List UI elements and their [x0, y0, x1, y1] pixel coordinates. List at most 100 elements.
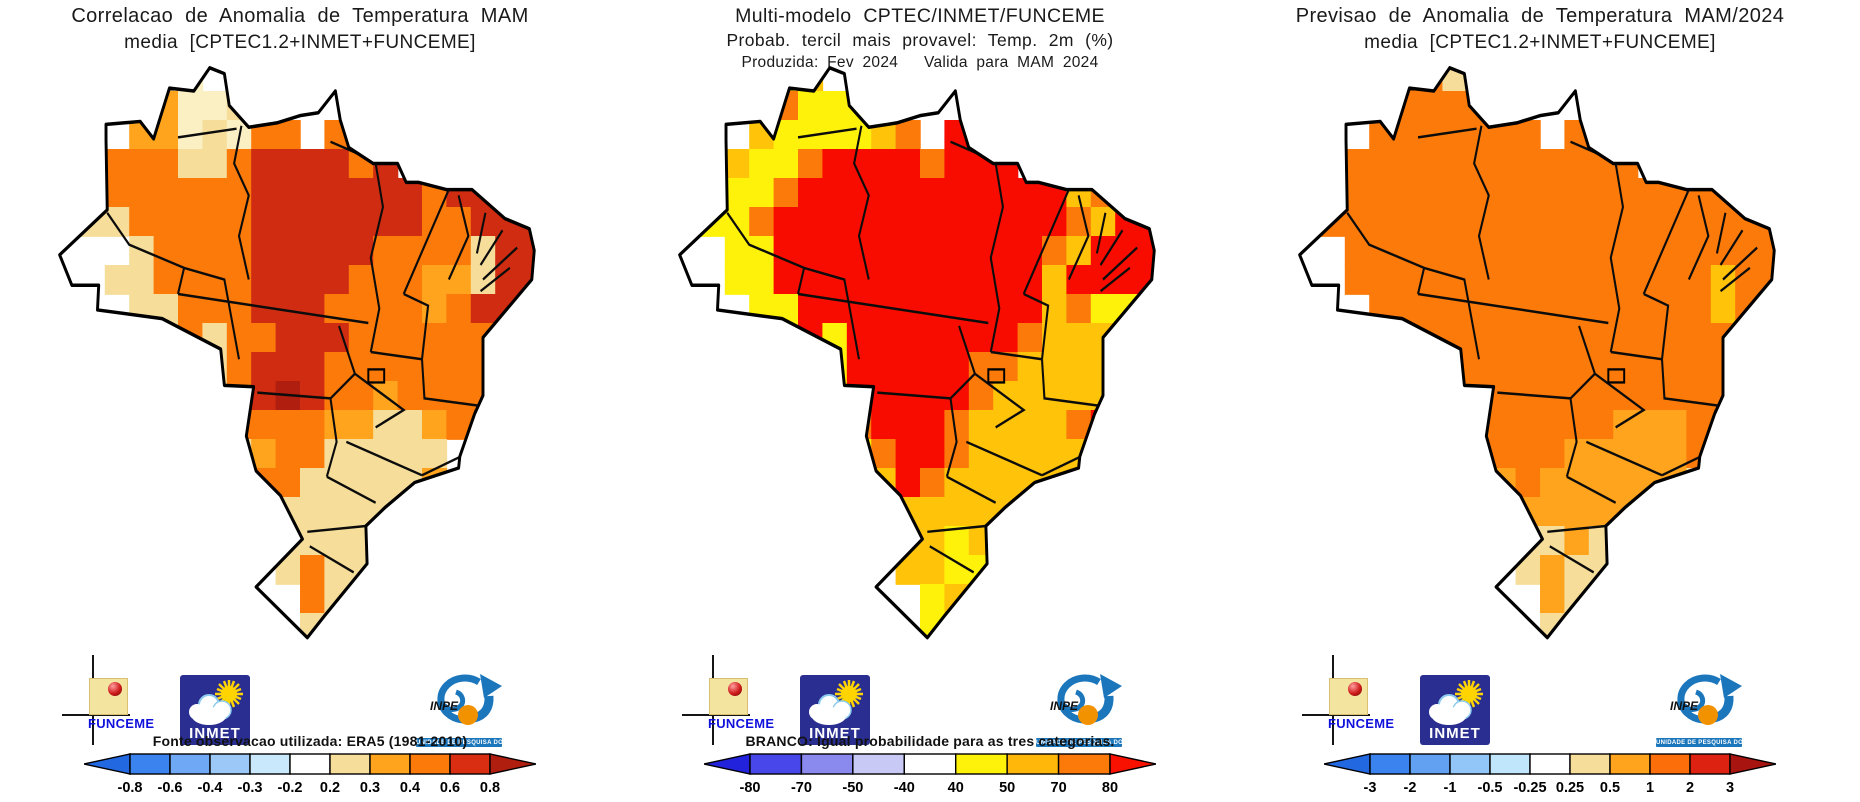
funceme-crosshair-horizontal: [62, 714, 130, 716]
colorbar-tick-label: 50: [999, 780, 1015, 796]
title-line-2: Probab. tercil mais provavel: Temp. 2m (…: [726, 30, 1114, 50]
colorbar-tick-label: -50: [842, 780, 863, 796]
colorbar-cell: [1449, 753, 1491, 775]
funceme-pin-icon: [728, 682, 742, 696]
inpe-arrowhead-icon: [1720, 674, 1742, 698]
brazil-outline: [678, 66, 1156, 640]
funceme-label: FUNCEME: [88, 716, 155, 731]
title-line-1: Multi-modelo CPTEC/INMET/FUNCEME: [735, 5, 1105, 27]
colorbar-tick-label: -0.8: [118, 780, 143, 796]
funceme-label: FUNCEME: [708, 716, 775, 731]
correlation-title: Correlacao de Anomalia de Temperatura MA…: [0, 5, 600, 54]
forecast-title: Previsao de Anomalia de Temperatura MAM/…: [1240, 5, 1840, 54]
map-grid: [679, 67, 1155, 638]
colorbar-cell: [129, 753, 171, 775]
colorbar-arrow-left: [1324, 753, 1371, 775]
colorbar-forecast: -3 -2 -1 -0.5 -0.25 0.25 0.5 1 2 3: [1324, 753, 1776, 796]
inmet-label: INMET: [1429, 725, 1481, 742]
colorbar-tick-label: -0.25: [1513, 780, 1546, 796]
title-line-1: Previsao de Anomalia de Temperatura MAM/…: [1295, 5, 1785, 27]
funceme-pin-icon: [108, 682, 122, 696]
colorbar-arrow-left: [704, 753, 751, 775]
inpe-label: INPE: [430, 699, 459, 713]
white-equal-probability-note: BRANCO: Igual probabilidade para as tres…: [745, 733, 1115, 749]
inpe-label: INPE: [1670, 699, 1699, 713]
colorbar-tick-label: 80: [1102, 780, 1118, 796]
cloud-icon: [189, 694, 232, 725]
colorbar-tick-label: 70: [1051, 780, 1067, 796]
colorbar-tick-label: -1: [1444, 780, 1457, 796]
colorbar-correlation: -0.8 -0.6 -0.4 -0.3 -0.2 0.2 0.3 0.4 0.6 0.8: [84, 753, 536, 796]
colorbar-tick-label: -0.6: [158, 780, 183, 796]
logos-row: FUNCEME INMET: [620, 648, 1240, 758]
colorbar-cell: [409, 753, 451, 775]
funceme-logo: FUNCEME: [1302, 655, 1398, 751]
state-borders: [1346, 125, 1758, 574]
map-grid: [59, 67, 535, 638]
colorbar-tick-label: -2: [1404, 780, 1417, 796]
inpe-arrowhead-icon: [1100, 674, 1122, 698]
logos-row: FUNCEME INMET: [1240, 648, 1860, 758]
observation-source-note: Fonte observacao utilizada: ERA5 (1981-2…: [152, 733, 468, 749]
inpe-orange-dot: [1698, 705, 1718, 725]
colorbar-arrow-right: [1729, 753, 1776, 775]
inmet-label: INMET: [809, 725, 861, 742]
colorbar-tick-label: -40: [894, 780, 915, 796]
colorbar-tick-label: 2: [1686, 780, 1694, 796]
colorbar-tick-label: -70: [791, 780, 812, 796]
colorbar-tick-label: 0.6: [440, 780, 460, 796]
colorbar-tick-label: -80: [740, 780, 761, 796]
colorbar-tick-label: 40: [948, 780, 964, 796]
colorbar-arrow-right: [1109, 753, 1156, 775]
colorbar-tick-label: -0.2: [278, 780, 303, 796]
inpe-orange-dot: [1078, 705, 1098, 725]
inpe-logo: INPE UNIDADE DE PESQUISA DO MCTI: [1656, 670, 1742, 747]
brazil-outline: [1298, 66, 1776, 640]
funceme-logo: FUNCEME: [62, 655, 158, 751]
colorbar-cell: [800, 753, 854, 775]
inpe-inner-hook: [1061, 689, 1086, 712]
inpe-logo: INPE UNIDADE DE PESQUISA DO MCTI: [1036, 670, 1122, 747]
funceme-label: FUNCEME: [1328, 716, 1395, 731]
colorbar-tick-label: 0.25: [1556, 780, 1584, 796]
funceme-map-square: [709, 678, 748, 715]
colorbar-cell: [1489, 753, 1531, 775]
inpe-logo: INPE UNIDADE DE PESQUISA DO MCTI: [416, 670, 502, 747]
inmet-label: INMET: [189, 725, 241, 742]
colorbar-tick-label: 0.4: [400, 780, 420, 796]
title-line-2: media [CPTEC1.2+INMET+FUNCEME]: [124, 32, 476, 53]
colorbar-arrow-right: [489, 753, 536, 775]
title-line-1: Correlacao de Anomalia de Temperatura MA…: [71, 5, 529, 27]
inpe-arrowhead-icon: [480, 674, 502, 698]
colorbar-cell: [369, 753, 411, 775]
colorbar-cell: [209, 753, 251, 775]
colorbar-cell: [1529, 753, 1571, 775]
inpe-banner: UNIDADE DE PESQUISA DO MCTI: [1036, 738, 1122, 747]
colorbar-cell: [329, 753, 371, 775]
title-line-2: media [CPTEC1.2+INMET+FUNCEME]: [1364, 32, 1716, 53]
colorbar-cell: [903, 753, 957, 775]
brazil-map-correlation: [58, 66, 536, 640]
colorbar-tick-label: 0.8: [480, 780, 500, 796]
df-square: [367, 368, 386, 384]
colorbar-tick-label: -3: [1364, 780, 1377, 796]
colorbar-cell: [249, 753, 291, 775]
funceme-crosshair-horizontal: [682, 714, 750, 716]
brazil-map-probability: [678, 66, 1156, 640]
colorbar-cell: [955, 753, 1008, 775]
colorbar-cell: [169, 753, 211, 775]
df-square: [987, 368, 1006, 384]
colorbar-cell: [449, 753, 491, 775]
inpe-inner-hook: [441, 689, 466, 712]
state-borders: [106, 125, 518, 574]
colorbar-cell: [289, 753, 331, 775]
colorbar-cell: [749, 753, 803, 775]
inmet-logo: INMET: [180, 675, 250, 745]
cloud-icon: [1429, 694, 1472, 725]
funceme-map-square: [89, 678, 128, 715]
inpe-label: INPE: [1050, 699, 1079, 713]
inmet-logo: INMET: [800, 675, 870, 745]
funceme-map-square: [1329, 678, 1368, 715]
colorbar-tick-label: -0.3: [238, 780, 263, 796]
